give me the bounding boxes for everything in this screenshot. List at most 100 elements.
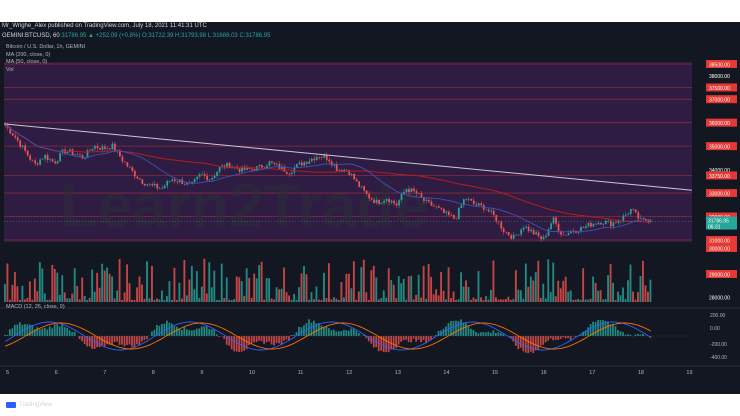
candle-body [430,201,433,206]
ma50-legend[interactable]: MA (50, close, 0) [6,59,48,65]
candle-body [258,164,261,167]
macd-histogram-bar [6,335,9,336]
volume-bar [402,278,405,302]
candle-body [201,174,204,175]
volume-bar [337,299,340,302]
price-axis-label: 35000.00 [709,145,730,151]
candle-body [607,220,610,222]
candle-body [305,162,308,164]
macd-histogram-bar [81,336,84,342]
candle-body [398,200,400,206]
ma200-legend[interactable]: MA (200, close, 0) [6,51,51,58]
candle-body [156,183,159,189]
volume-bar [298,287,300,302]
candle-body [131,167,134,171]
candle-body [281,166,283,170]
macd-histogram-bar [195,328,198,336]
macd-histogram-bar [38,329,41,336]
volume-bar [392,284,395,302]
volume-bar [158,299,161,302]
price-axis-label: 38500.00 [709,63,730,69]
price-tag-bg [706,83,737,92]
candle-body [590,222,592,227]
volume-bar [504,298,507,302]
macd-histogram-bar [357,332,360,336]
macd-histogram-bar [243,336,246,351]
macd-histogram-bar [455,320,457,336]
macd-histogram-bar [549,336,552,339]
volume-bar [93,291,96,302]
current-price-label: 31786.95 [708,219,729,225]
macd-histogram-bar [592,321,594,336]
volume-bar [111,276,114,302]
volume-bar [103,270,106,302]
macd-line [4,321,652,351]
volume-bar [166,296,168,302]
macd-histogram-bar [61,324,64,336]
macd-histogram-bar [340,331,343,336]
macd-histogram-bar [188,330,191,336]
volume-bar [68,298,71,302]
candle-body [475,204,478,206]
tradingview-logo[interactable]: TradingView [6,402,52,408]
macd-histogram-bar [8,329,11,336]
candle-body [191,181,194,184]
volume-bar [335,298,338,302]
volume-bar [477,271,480,302]
candle-body [492,210,495,216]
macd-histogram-bar [445,326,447,336]
macd-histogram-bar [622,331,624,336]
volume-bar [589,298,592,302]
macd-histogram-bar [73,331,76,336]
candle-body [375,199,378,204]
candle-body [206,175,208,181]
candle-body [218,167,221,172]
candle-body [101,146,104,150]
macd-histogram-bar [330,330,333,336]
volume-bar [422,266,425,302]
volume-bar [475,299,477,302]
volume-bar [547,259,550,302]
volume-bar [213,270,216,302]
candle-body [477,203,480,206]
candle-body [196,176,199,180]
volume-bar [362,259,365,302]
volume-bar [442,290,445,302]
macd-histogram-bar [350,328,353,336]
volume-bar [602,299,605,302]
candle-body [530,229,532,232]
volume-legend[interactable]: Vol [6,66,14,73]
volume-bar [170,299,173,302]
macd-histogram-bar [33,329,36,336]
macd-histogram-bar [527,336,530,354]
volume-bar [71,293,74,302]
candle-body [315,157,318,161]
macd-histogram-bar [552,336,555,341]
macd-histogram-bar [136,336,138,345]
candle-body [348,170,351,175]
volume-bar [579,299,582,302]
chart-svg[interactable]: Learn2Trade 38500.00 38000.00 37500.00 37000… [0,22,740,394]
volume-bar [372,265,375,302]
volume-bar [397,276,400,302]
candle-body [106,148,109,149]
candle-body [246,167,248,170]
candle-body [276,163,278,165]
volume-bar [305,274,308,302]
candle-body [637,212,640,219]
volume-bar [315,286,318,302]
volume-bar [529,276,532,302]
macd-histogram-bar [235,336,238,352]
macd-histogram-bar [328,328,330,336]
macd-histogram-bar [253,336,255,343]
macd-histogram-bar [168,322,171,336]
volume-bar [168,281,171,302]
macd-histogram-bar [582,331,584,336]
macd-histogram-bar [537,336,540,350]
volume-bar [472,297,475,302]
descending-trendline [3,123,693,191]
macd-legend[interactable]: MACD (12, 26, close, 9) [6,304,65,310]
volume-bar [512,298,515,302]
volume-bar [497,299,500,302]
volume-bar [554,296,557,302]
